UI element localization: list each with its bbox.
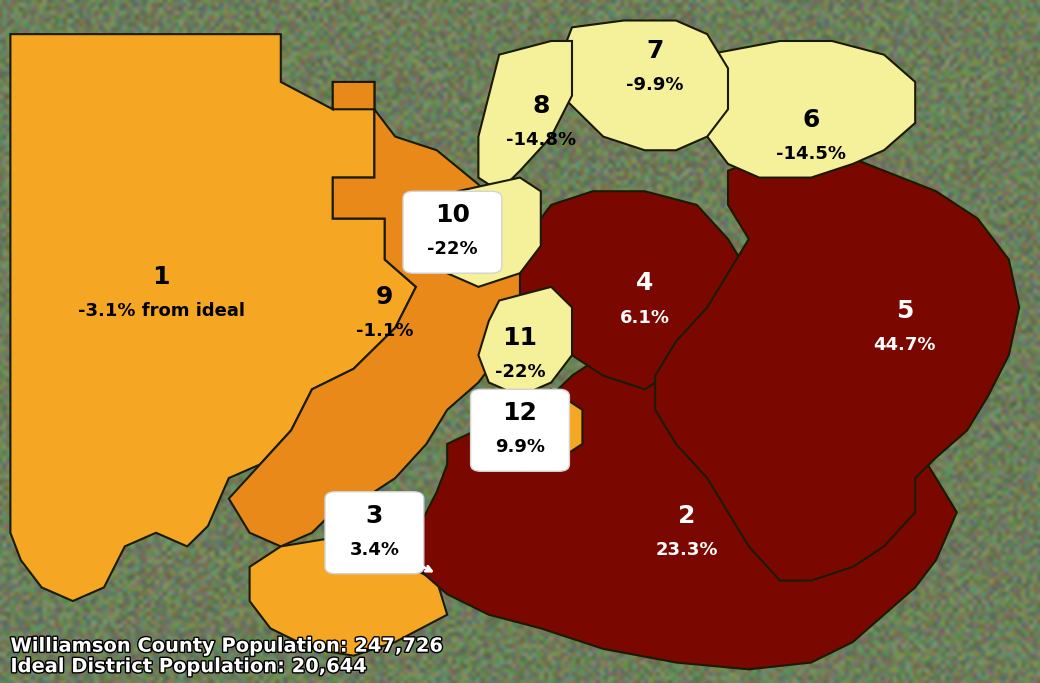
Text: 3.4%: 3.4% [349,541,399,559]
FancyBboxPatch shape [324,492,424,574]
Polygon shape [416,307,957,669]
Text: 23.3%: 23.3% [655,541,718,559]
Text: 2: 2 [678,503,695,528]
Text: 10: 10 [435,203,470,227]
Text: -14.8%: -14.8% [505,131,576,149]
Polygon shape [520,191,749,389]
Text: 6: 6 [803,107,820,132]
Polygon shape [655,150,1019,581]
Text: -9.9%: -9.9% [626,76,684,94]
Polygon shape [437,178,541,287]
Text: 3: 3 [366,503,383,528]
Text: 12: 12 [502,401,538,426]
Text: -22%: -22% [427,240,477,258]
FancyBboxPatch shape [471,389,570,471]
Text: 11: 11 [502,326,538,350]
Text: 44.7%: 44.7% [874,336,936,354]
Text: 5: 5 [896,298,913,323]
Text: -1.1%: -1.1% [356,322,414,340]
Text: 7: 7 [647,39,664,64]
Polygon shape [478,389,582,471]
Text: Williamson County Population: 247,726: Williamson County Population: 247,726 [10,637,444,656]
Text: 9.9%: 9.9% [495,438,545,456]
Text: -3.1% from ideal: -3.1% from ideal [78,302,244,320]
Text: -14.5%: -14.5% [776,145,847,163]
Text: 8: 8 [532,94,549,118]
Polygon shape [250,533,447,656]
Text: Ideal District Population: 20,644: Ideal District Population: 20,644 [10,657,367,676]
Text: 1: 1 [153,264,170,289]
Polygon shape [478,287,572,396]
FancyBboxPatch shape [404,191,502,273]
Polygon shape [562,20,728,150]
Polygon shape [686,41,915,178]
Text: 4: 4 [636,271,653,296]
Polygon shape [478,41,572,191]
Polygon shape [229,82,520,546]
Text: -22%: -22% [495,363,545,381]
Polygon shape [10,34,416,601]
Text: 9: 9 [376,285,393,309]
Text: 6.1%: 6.1% [620,309,670,326]
